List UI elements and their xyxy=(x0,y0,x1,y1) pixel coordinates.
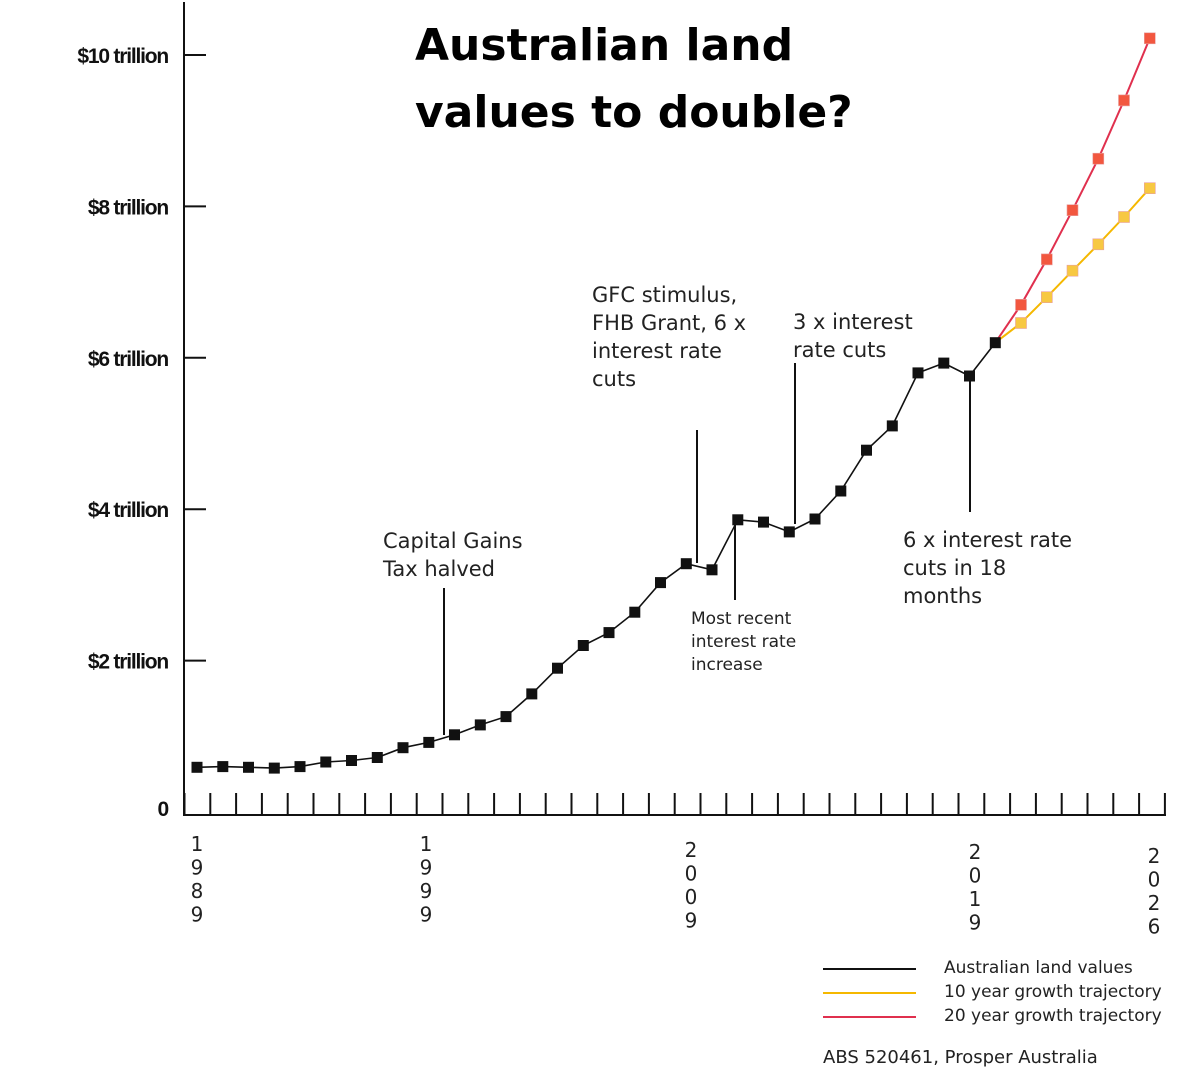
data-point xyxy=(912,367,924,379)
chart-title-line-2: values to double? xyxy=(415,87,853,138)
legend-label: Australian land values xyxy=(944,958,1133,978)
annotation-text: GFC stimulus, FHB Grant, 6 x interest rate… xyxy=(592,283,746,391)
annotation-text: 3 x interest rate cuts xyxy=(793,310,913,362)
data-point xyxy=(1066,204,1079,216)
y-tick-label: 0 xyxy=(158,798,169,821)
data-point xyxy=(938,357,950,369)
data-point xyxy=(758,516,769,528)
data-point xyxy=(783,526,795,538)
data-point xyxy=(474,719,486,731)
axes xyxy=(183,2,1166,816)
data-point xyxy=(809,513,821,525)
data-point xyxy=(629,606,641,618)
chart-title-line-1: Australian land xyxy=(415,20,793,71)
data-point xyxy=(1015,317,1027,329)
data-point xyxy=(191,761,203,773)
data-point xyxy=(1144,182,1156,194)
annotations: Capital Gains Tax halved GFC stimulus, FHB … xyxy=(382,283,1072,735)
data-point xyxy=(449,729,460,741)
series xyxy=(191,32,1156,774)
y-tick-label: $2 trillion xyxy=(88,651,169,674)
data-point xyxy=(294,761,306,773)
annotation-text: Capital Gains Tax halved xyxy=(382,529,523,581)
y-tick-label: $10 trillion xyxy=(77,45,168,68)
data-point xyxy=(423,736,435,748)
data-point xyxy=(371,752,383,763)
data-point xyxy=(500,711,512,723)
data-point xyxy=(577,640,589,651)
source-note: ABS 520461, Prosper Australia xyxy=(823,1047,1098,1068)
data-point xyxy=(964,370,975,382)
data-point xyxy=(1092,238,1105,251)
data-point xyxy=(1118,211,1130,223)
data-point xyxy=(1144,32,1156,45)
x-axis-labels: 1 9 8 9 1 9 9 9 2 0 0 9 2 0 1 9 2 0 2 6 xyxy=(191,832,1161,939)
data-point xyxy=(1015,298,1027,311)
legend: Australian land values 10 year growth tra… xyxy=(823,958,1162,1026)
data-point xyxy=(268,762,280,774)
data-point xyxy=(706,564,718,576)
y-tick-label: $6 trillion xyxy=(88,348,169,371)
annotation-text: Most recent interest rate increase xyxy=(691,609,796,675)
data-point xyxy=(680,558,692,570)
legend-label: 10 year growth trajectory xyxy=(944,982,1162,1002)
data-point xyxy=(552,662,563,674)
data-point xyxy=(732,514,744,526)
data-point xyxy=(1041,253,1053,266)
data-point xyxy=(526,688,538,700)
data-point xyxy=(655,577,666,589)
data-point xyxy=(1092,152,1105,165)
data-point xyxy=(989,337,1001,349)
data-point xyxy=(320,756,332,768)
data-point xyxy=(217,761,229,773)
data-point xyxy=(886,420,898,432)
data-point xyxy=(346,755,357,766)
y-tick-label: $4 trillion xyxy=(88,499,169,522)
data-point xyxy=(1041,291,1053,304)
annotation-text: 6 x interest rate cuts in 18 months xyxy=(903,528,1072,608)
data-point xyxy=(861,444,872,456)
data-point xyxy=(243,761,254,773)
data-point xyxy=(397,742,409,754)
data-point xyxy=(835,485,847,497)
data-point xyxy=(603,627,615,639)
y-tick-label: $8 trillion xyxy=(88,196,169,219)
data-point xyxy=(1118,94,1130,107)
series-line xyxy=(994,37,1151,344)
data-point xyxy=(1066,264,1079,277)
series-line xyxy=(196,342,996,769)
y-axis-labels: 0 $2 trillion $4 trillion $6 trillion $8 tri… xyxy=(77,45,206,821)
legend-label: 20 year growth trajectory xyxy=(944,1006,1162,1026)
